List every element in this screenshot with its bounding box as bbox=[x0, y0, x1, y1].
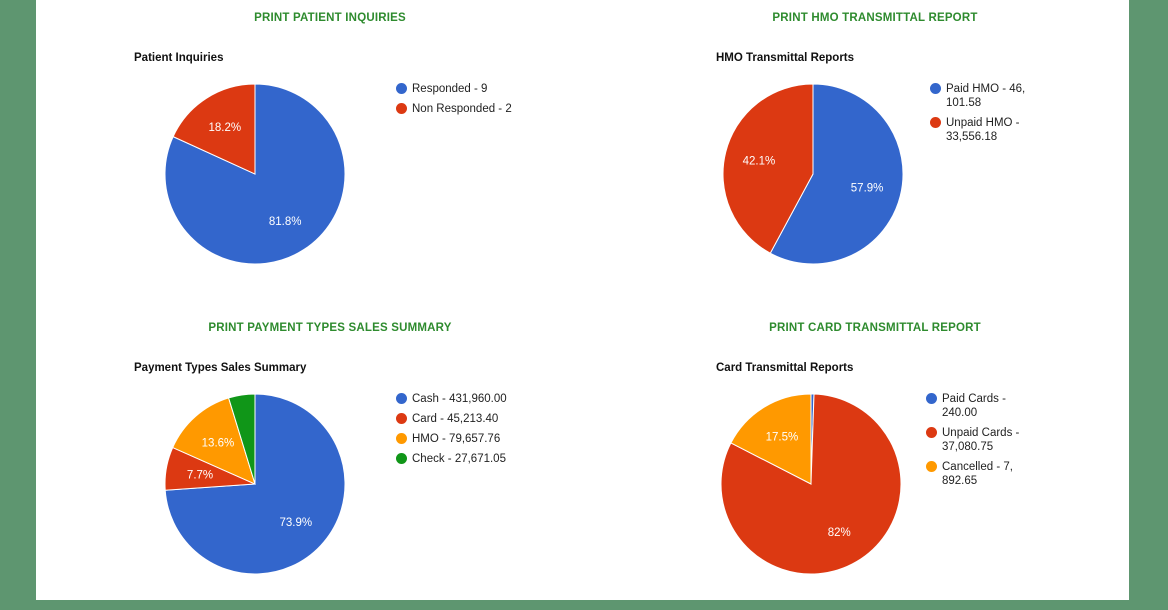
legend-label-cont: 240.00 bbox=[942, 407, 978, 419]
pie-slice-label: 17.5% bbox=[766, 431, 799, 443]
pie-slice-non-responded[interactable] bbox=[172, 83, 256, 175]
pie-slice-label: 42.1% bbox=[743, 155, 776, 167]
pie-slice-label: 13.6% bbox=[202, 437, 235, 449]
patient-inquiries-section: PRINT PATIENT INQUIRIES Patient Inquirie… bbox=[56, 0, 602, 300]
legend-label: Unpaid Cards - bbox=[942, 427, 1020, 439]
legend-item-unpaid-cards[interactable]: Unpaid Cards - 37,080.75 bbox=[926, 426, 1019, 454]
print-patient-inquiries-link[interactable]: PRINT PATIENT INQUIRIES bbox=[254, 12, 406, 24]
legend-dot bbox=[396, 83, 407, 94]
legend-dot bbox=[396, 103, 407, 114]
hmo-transmittal-chart-title: HMO Transmittal Reports bbox=[716, 52, 855, 64]
patient-inquiries-legend: Responded - 9 Non Responded - 2 bbox=[396, 82, 512, 122]
print-card-transmittal-link[interactable]: PRINT CARD TRANSMITTAL REPORT bbox=[769, 322, 981, 334]
legend-item-paid-cards[interactable]: Paid Cards - 240.00 bbox=[926, 392, 1019, 420]
payment-types-section: PRINT PAYMENT TYPES SALES SUMMARY Paymen… bbox=[56, 310, 602, 610]
pie-slice-label: 57.9% bbox=[851, 183, 884, 195]
legend-label: Paid HMO - 46, bbox=[946, 83, 1026, 95]
card-transmittal-legend: Paid Cards - 240.00 Unpaid Cards - 37,080.… bbox=[926, 392, 1019, 494]
legend-item-cash[interactable]: Cash - 431,960.00 bbox=[396, 392, 507, 406]
legend-label-cont: 101.58 bbox=[946, 97, 982, 109]
legend-dot bbox=[396, 413, 407, 424]
legend-dot bbox=[396, 393, 407, 404]
legend-dot bbox=[396, 433, 407, 444]
pie-slice-check[interactable] bbox=[227, 393, 256, 485]
dashboard-panel: PRINT PATIENT INQUIRIES Patient Inquirie… bbox=[36, 0, 1129, 600]
hmo-transmittal-pie: 57.9% 42.1% bbox=[722, 83, 904, 265]
legend-dot bbox=[926, 393, 937, 404]
legend-dot bbox=[926, 427, 937, 438]
pie-slice-cancelled[interactable] bbox=[730, 393, 812, 485]
pie-slice-label: 82% bbox=[828, 527, 851, 539]
legend-dot bbox=[396, 453, 407, 464]
legend-item-responded[interactable]: Responded - 9 bbox=[396, 82, 512, 96]
legend-item-paid-hmo[interactable]: Paid HMO - 46, 101.58 bbox=[930, 82, 1025, 110]
legend-label: Paid Cards - bbox=[942, 393, 1006, 405]
legend-dot bbox=[930, 117, 941, 128]
payment-types-chart-title: Payment Types Sales Summary bbox=[134, 362, 307, 374]
legend-label: Check - 27,671.05 bbox=[412, 453, 506, 465]
legend-label-cont: 37,080.75 bbox=[942, 441, 994, 453]
pie-slice-label: 18.2% bbox=[209, 122, 242, 134]
legend-label: Card - 45,213.40 bbox=[412, 413, 499, 425]
legend-item-hmo[interactable]: HMO - 79,657.76 bbox=[396, 432, 507, 446]
legend-label-cont: 892.65 bbox=[942, 475, 978, 487]
legend-item-card[interactable]: Card - 45,213.40 bbox=[396, 412, 507, 426]
legend-label: Cancelled - 7, bbox=[942, 461, 1013, 473]
payment-types-pie: 73.9% 7.7% 13.6% bbox=[164, 393, 346, 575]
legend-item-check[interactable]: Check - 27,671.05 bbox=[396, 452, 507, 466]
legend-dot bbox=[926, 461, 937, 472]
card-transmittal-pie: 82% 17.5% bbox=[720, 393, 902, 575]
pie-slice-label: 7.7% bbox=[187, 469, 213, 481]
card-transmittal-chart-title: Card Transmittal Reports bbox=[716, 362, 854, 374]
legend-item-unpaid-hmo[interactable]: Unpaid HMO - 33,556.18 bbox=[930, 116, 1025, 144]
pie-slice-paid-hmo[interactable] bbox=[769, 83, 904, 265]
card-transmittal-section: PRINT CARD TRANSMITTAL REPORT Card Trans… bbox=[602, 310, 1148, 610]
hmo-transmittal-legend: Paid HMO - 46, 101.58 Unpaid HMO - 33,556.… bbox=[930, 82, 1025, 150]
legend-dot bbox=[930, 83, 941, 94]
print-hmo-transmittal-link[interactable]: PRINT HMO TRANSMITTAL REPORT bbox=[772, 12, 978, 24]
patient-inquiries-chart-title: Patient Inquiries bbox=[134, 52, 224, 64]
pie-slice-label: 81.8% bbox=[269, 216, 302, 228]
pie-slice-hmo[interactable] bbox=[172, 397, 256, 485]
legend-label: HMO - 79,657.76 bbox=[412, 433, 501, 445]
legend-label: Non Responded - 2 bbox=[412, 103, 512, 115]
legend-label: Cash - 431,960.00 bbox=[412, 393, 507, 405]
pie-slice-unpaid-hmo[interactable] bbox=[722, 83, 814, 254]
pie-slice-label: 73.9% bbox=[279, 517, 312, 529]
legend-label-cont: 33,556.18 bbox=[946, 131, 998, 143]
legend-label: Unpaid HMO - bbox=[946, 117, 1020, 129]
print-payment-types-link[interactable]: PRINT PAYMENT TYPES SALES SUMMARY bbox=[208, 322, 452, 334]
legend-label: Responded - 9 bbox=[412, 83, 488, 95]
payment-types-legend: Cash - 431,960.00 Card - 45,213.40 HMO -… bbox=[396, 392, 507, 472]
legend-item-non-responded[interactable]: Non Responded - 2 bbox=[396, 102, 512, 116]
hmo-transmittal-section: PRINT HMO TRANSMITTAL REPORT HMO Transmi… bbox=[602, 0, 1148, 300]
patient-inquiries-pie: 81.8% 18.2% bbox=[164, 83, 346, 265]
legend-item-cancelled[interactable]: Cancelled - 7, 892.65 bbox=[926, 460, 1019, 488]
